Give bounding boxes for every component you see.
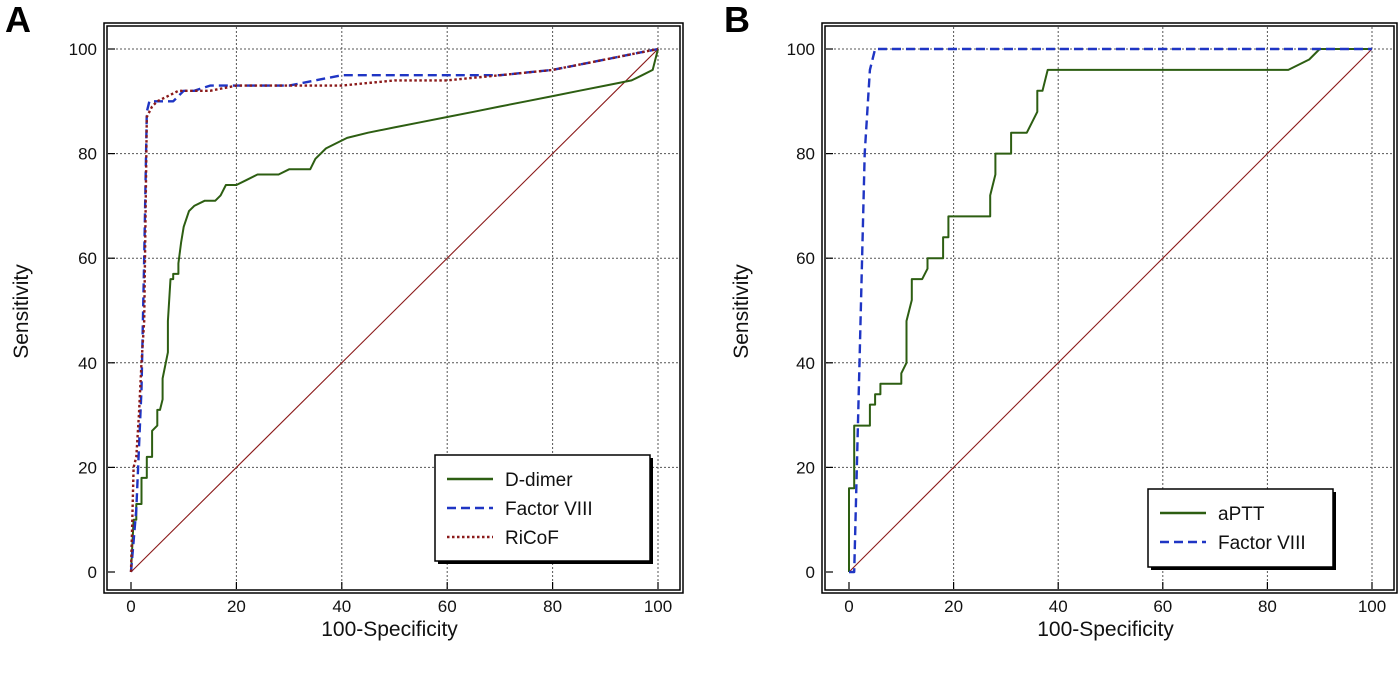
plot-frame (103, 22, 684, 594)
y-tick-label: 40 (78, 354, 97, 373)
legend-box (1147, 488, 1334, 568)
series-line-ricof (129, 47, 659, 573)
x-tick-label: 100 (644, 597, 672, 616)
x-tick-label: 20 (227, 597, 246, 616)
x-tick-label: 40 (332, 597, 351, 616)
series-line-factor-viii (849, 47, 1372, 574)
legend-box (434, 454, 651, 562)
legend: aPTT Factor VIII (1147, 488, 1336, 570)
y-tick-label: 20 (796, 458, 815, 477)
plot-frame-inner (106, 25, 681, 591)
y-tick-label: 60 (796, 249, 815, 268)
y-tick-label: 80 (796, 145, 815, 164)
legend-label: Factor VIII (1218, 533, 1306, 554)
plot-frame (821, 22, 1398, 594)
x-tick-label: 0 (126, 597, 135, 616)
series-line-aptt (848, 48, 1372, 572)
x-tick-label: 60 (438, 597, 457, 616)
x-axis-title: 100-Specificity (1037, 618, 1174, 641)
y-tick-label: 80 (78, 145, 97, 164)
panel-label: B (724, 0, 750, 40)
panel-label: A (5, 0, 31, 40)
legend-label: Factor VIII (505, 499, 593, 520)
panel-b: B 0 20 40 60 80 100 0 20 40 60 80 100 100-Specificity… (724, 0, 1398, 641)
y-tick-label: 40 (796, 354, 815, 373)
x-tick-label: 0 (844, 597, 853, 616)
y-tick-label: 0 (88, 563, 97, 582)
x-tick-label: 60 (1153, 597, 1172, 616)
y-tick-label: 60 (78, 249, 97, 268)
y-tick-label: 0 (806, 563, 815, 582)
y-tick-label: 100 (69, 40, 97, 59)
legend-label: aPTT (1218, 504, 1265, 525)
x-tick-label: 20 (944, 597, 963, 616)
x-tick-label: 80 (543, 597, 562, 616)
legend-label: RiCoF (505, 528, 559, 549)
y-axis-title: Sensitivity (730, 264, 753, 359)
panel-a: A 0 20 40 60 80 100 0 20 40 60 80 100 100-Specificity… (5, 0, 684, 641)
x-axis-title: 100-Specificity (321, 618, 458, 641)
x-tick-label: 40 (1049, 597, 1068, 616)
x-tick-label: 80 (1258, 597, 1277, 616)
x-tick-label: 100 (1358, 597, 1386, 616)
y-axis-title: Sensitivity (10, 264, 33, 359)
legend-label: D-dimer (505, 470, 573, 491)
legend: D-dimer Factor VIII RiCoF (434, 454, 653, 564)
series-line-d-dimer (130, 48, 659, 573)
plot-frame-inner (824, 25, 1395, 591)
y-tick-label: 100 (787, 40, 815, 59)
reference-diagonal (130, 48, 659, 573)
reference-diagonal (848, 48, 1373, 573)
y-tick-label: 20 (78, 458, 97, 477)
